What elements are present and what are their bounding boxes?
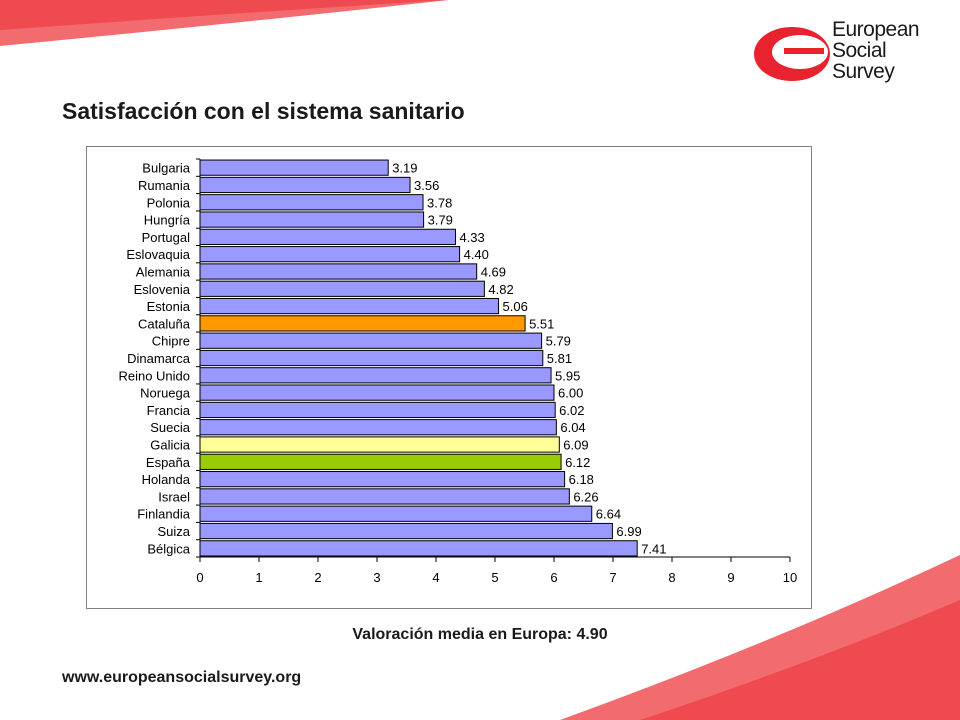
category-label: Galicia [150,438,191,453]
bar-chipre [199,332,543,349]
data-label: 3.78 [427,195,452,210]
category-label: Eslovaquia [126,247,190,262]
bar-israel [199,488,570,505]
data-label: 5.06 [503,299,528,314]
category-label: Cataluña [138,316,191,331]
category-label: Estonia [147,299,191,314]
europe-average-note: Valoración media en Europa: 4.90 [0,626,960,644]
category-label: Portugal [142,230,191,245]
data-label: 6.64 [596,507,621,522]
bar-portugal [199,228,456,245]
data-label: 3.79 [428,213,453,228]
data-label: 4.33 [459,230,484,245]
data-label: 6.12 [565,455,590,470]
category-label: Suecia [150,420,191,435]
bar-bulgaria [199,159,389,176]
data-label: 6.09 [563,438,588,453]
data-label: 6.00 [558,386,583,401]
category-label: España [146,455,191,470]
bar-cataluña [199,315,526,332]
bar-eslovaquia [199,246,461,263]
bar-holanda [199,471,566,488]
bar-españa [199,453,562,470]
x-tick-label: 3 [373,570,380,585]
x-tick-label: 5 [491,570,498,585]
bar-reino-unido [199,367,552,384]
data-label: 6.04 [560,420,585,435]
category-label: Bélgica [147,541,190,556]
x-tick-label: 6 [550,570,557,585]
europe-average-text: Valoración media en Europa: 4.90 [352,626,608,643]
european-social-survey-logo [754,27,830,81]
page-title: Satisfacción con el sistema sanitario [62,98,465,124]
bar-suecia [199,419,557,436]
bar-galicia [199,436,560,453]
category-label: Hungría [144,213,191,228]
data-label: 3.56 [414,178,439,193]
data-label: 6.99 [616,524,641,539]
x-tick-label: 4 [432,570,439,585]
bar-noruega [199,384,555,401]
category-label: Eslovenia [134,282,191,297]
bar-rumania [199,176,411,194]
bar-dinamarca [199,349,544,367]
x-tick-label: 1 [255,570,262,585]
data-label: 3.19 [392,161,417,176]
data-label: 4.40 [464,247,489,262]
category-label: Chipre [152,334,190,349]
bar-bélgica [199,540,638,557]
bar-francia [199,401,556,419]
logo-line-3: Survey [832,60,895,83]
bar-hungría [199,211,425,228]
data-label: 5.81 [547,351,572,366]
bar-eslovenia [199,280,485,297]
bar-alemania [199,263,478,280]
bar-chart: Bulgaria 3.19 Rumania 3.56 Polonia 3.78 Hungrí… [86,146,812,609]
x-tick-label: 0 [196,570,203,585]
data-label: 5.79 [546,334,571,349]
bar-suiza [199,522,613,540]
data-label: 5.95 [555,368,580,383]
x-tick-label: 8 [668,570,675,585]
x-tick-label: 10 [783,570,797,585]
data-label: 6.26 [573,489,598,504]
x-tick-label: 2 [314,570,321,585]
data-label: 4.69 [481,264,506,279]
logo-line-1: European [832,18,920,41]
website-url[interactable]: www.europeansocialsurvey.org [62,669,302,686]
category-label: Polonia [147,195,191,210]
category-label: Francia [147,403,191,418]
category-label: Suiza [157,524,190,539]
data-label: 4.82 [488,282,513,297]
logo-line-2: Social [832,39,887,62]
bar-estonia [199,297,500,315]
category-label: Rumania [138,178,191,193]
category-label: Holanda [142,472,191,487]
category-label: Noruega [140,386,191,401]
bar-polonia [199,194,424,211]
logo-wordmark: European Social Survey [832,18,920,83]
category-label: Israel [158,489,190,504]
category-label: Alemania [136,264,191,279]
category-label: Bulgaria [142,161,190,176]
data-label: 5.51 [529,316,554,331]
data-label: 6.02 [559,403,584,418]
x-tick-label: 9 [727,570,734,585]
category-label: Reino Unido [118,368,190,383]
x-tick-label: 7 [609,570,616,585]
category-label: Finlandia [137,507,191,522]
category-label: Dinamarca [127,351,191,366]
bar-finlandia [199,505,593,522]
data-label: 7.41 [641,541,666,556]
data-label: 6.18 [569,472,594,487]
